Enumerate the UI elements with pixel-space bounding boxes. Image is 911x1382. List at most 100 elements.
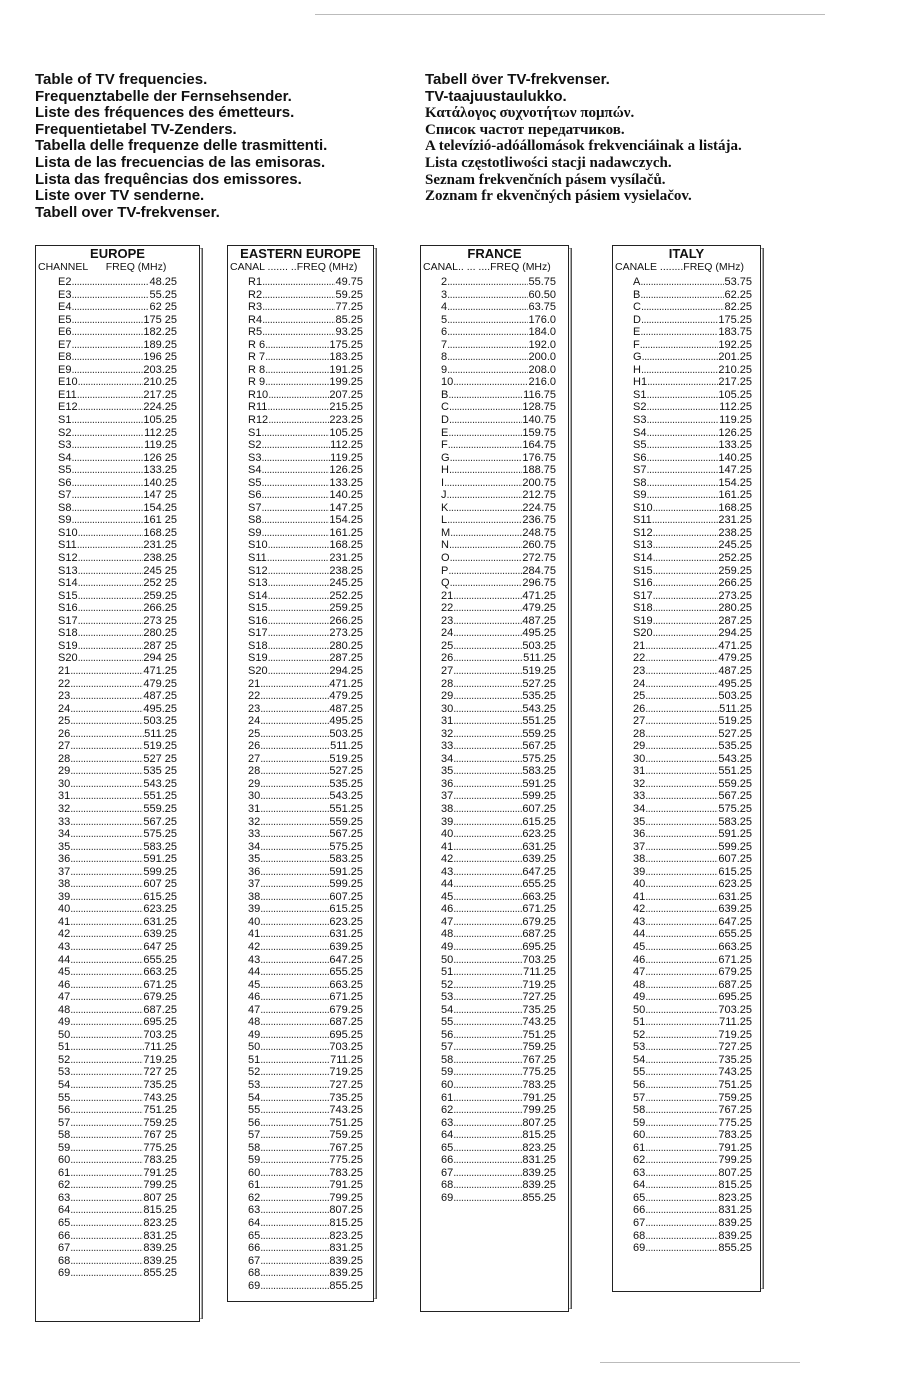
dot-leader [267,401,329,414]
frequency-cell: 119.25 [330,451,363,464]
channel-cell: 32 [248,815,261,828]
dot-leader [261,527,329,540]
frequency-cell: 655.25 [718,928,752,941]
table-row: 53 727 25 [58,1066,177,1079]
channel-cell: S6 [633,451,647,464]
table-row: 34 575.25 [441,753,556,766]
table-row: 44 655.25 [441,878,556,891]
frequency-cell: 551.25 [522,715,556,728]
table-row: 61 791.25 [633,1142,752,1155]
table-row: 54 735.25 [441,1004,556,1017]
dot-leader [645,1192,718,1205]
frequency-cell: 140.25 [329,489,363,502]
dot-leader [453,1167,522,1180]
table-row: 28 527.25 [248,765,363,778]
channel-cell: 48 [441,928,454,941]
frequency-cell: 168.25 [329,539,363,552]
channel-cell: 65 [441,1141,454,1154]
table-row: 21 471.25 [441,590,556,603]
dot-leader [645,979,718,992]
dot-leader [260,966,329,979]
table-row: 57 759.25 [441,1041,556,1054]
dot-leader [260,778,329,791]
channel-cell: 44 [441,878,454,891]
dot-leader [640,339,719,352]
frequency-cell: 503.25 [143,715,177,728]
table-row: 59 775.25 [248,1154,363,1167]
channel-cell: S11 [248,552,267,565]
table-row: 35 583.25 [248,853,363,866]
dot-leader [653,602,719,615]
dot-leader [78,652,144,665]
frequency-cell: 743.25 [329,1104,363,1117]
dot-leader [261,452,330,465]
dot-leader [653,502,719,515]
channel-cell: 26 [248,740,261,753]
table-row: 48 687.25 [58,1004,177,1017]
frequency-cell: 200.75 [522,476,556,489]
frequency-cell: 575.25 [718,802,752,815]
frequency-cell: 647.25 [718,915,752,928]
dot-leader [71,502,143,515]
channel-cell: 44 [248,966,261,979]
table-row: 26 511.25 [633,703,752,716]
dot-leader [653,590,719,603]
frequency-cell: 807.25 [522,1116,556,1129]
table-row: 61 791.25 [248,1179,363,1192]
dot-leader [645,1117,718,1130]
table-row: S1 105.25 [58,414,177,427]
table-row: 24 495.25 [58,703,177,716]
dot-leader [645,841,718,854]
dot-leader [260,1167,329,1180]
channel-cell: E [441,426,449,439]
channel-cell: 26 [633,702,646,715]
dot-leader [453,1066,522,1079]
frequency-cell: 711.25 [719,1016,752,1029]
channel-cell: 32 [441,727,454,740]
frequency-cell: 85.25 [335,313,363,326]
frequency-cell: 703.25 [522,953,556,966]
frequency-cell: 711.25 [523,966,556,979]
frequency-cell: 559.25 [329,815,363,828]
channel-cell: 54 [441,1003,454,1016]
frequency-cell: 687.25 [143,1003,177,1016]
dot-leader [268,590,330,603]
dot-leader [70,1242,143,1255]
dot-leader [645,1204,718,1217]
frequency-cell: 775.25 [522,1066,556,1079]
table-row: 22 479.25 [248,690,363,703]
frequency-cell: 236.75 [522,514,556,527]
table-row: 36 591.25 [58,853,177,866]
frequency-cell: 695.25 [718,991,752,1004]
table-row: 49 695.25 [58,1016,177,1029]
dot-leader [268,652,330,665]
channel-cell: S11 [58,539,77,552]
dot-leader [70,1129,143,1142]
channel-cell: S19 [58,639,78,652]
dot-leader [450,552,523,565]
channel-cell: S5 [58,464,72,477]
frequency-cell: 224.75 [522,501,556,514]
dot-leader [653,552,719,565]
channel-cell: 47 [58,991,71,1004]
dot-leader [448,565,522,578]
table-row: 49 695.25 [633,991,752,1004]
frequency-cell: 855.25 [522,1191,556,1204]
dot-leader [70,928,143,941]
table-row: 31 551.25 [633,765,752,778]
channel-cell: 64 [248,1217,261,1230]
table-row: 50 703.25 [248,1041,363,1054]
channel-cell: 69 [441,1191,454,1204]
channel-cell: S17 [58,614,78,627]
dot-leader [453,665,522,678]
eastern-europe-table: EASTERN EUROPE CANAL ....... ..FREQ (MHz… [227,245,374,1302]
frequency-cell: 259.25 [143,589,177,602]
dot-leader [70,891,143,904]
frequency-cell: 719.25 [143,1053,177,1066]
frequency-cell: 751.25 [522,1028,556,1041]
frequency-cell: 727 25 [143,1066,177,1079]
channel-cell: 66 [633,1204,646,1217]
frequency-cell: 535.25 [718,740,752,753]
channel-cell: 27 [441,664,454,677]
dot-leader [70,1117,143,1130]
